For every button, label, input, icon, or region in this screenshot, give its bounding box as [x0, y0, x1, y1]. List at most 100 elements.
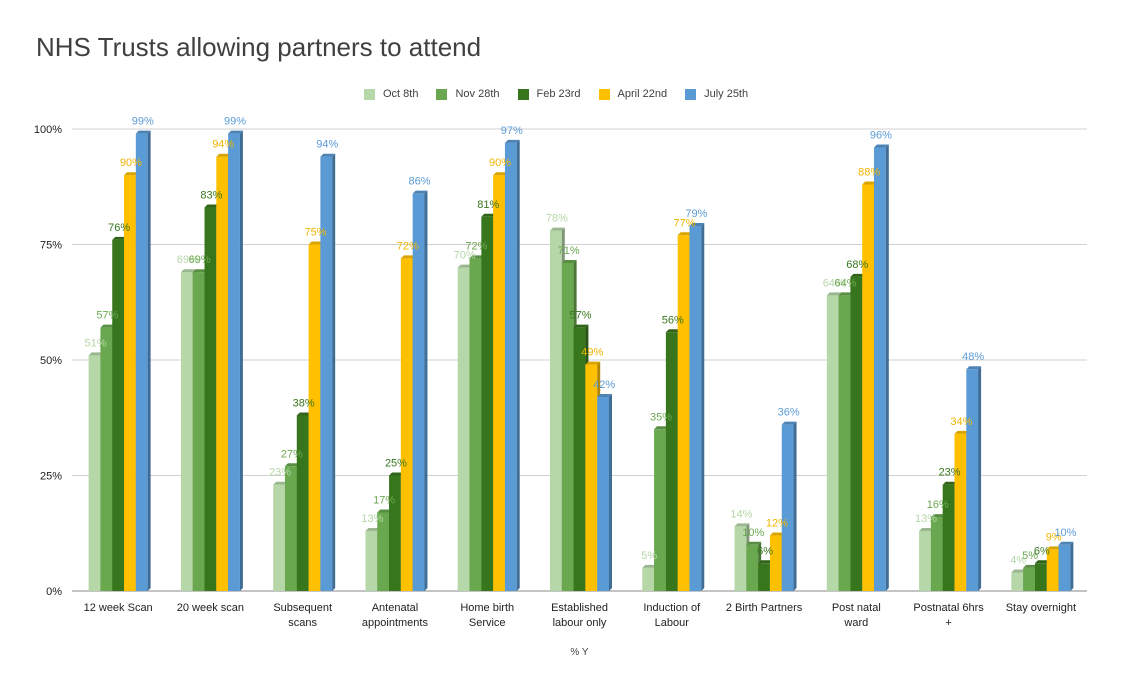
x-axis-label: % Y — [570, 647, 588, 658]
legend-item-oct: Oct 8th — [364, 88, 418, 100]
bar-top — [284, 463, 300, 467]
bar-top — [1034, 560, 1050, 564]
bar-top — [493, 172, 508, 176]
x-tick-label: Postnatal 6hrs — [913, 602, 984, 614]
bar — [665, 332, 678, 591]
bar-top — [665, 329, 681, 333]
bar — [1058, 544, 1071, 591]
x-tick-label: Home birth — [460, 602, 514, 614]
legend-swatch — [517, 88, 529, 100]
bar-top — [585, 361, 601, 365]
bar — [874, 147, 886, 592]
bar-top — [561, 259, 577, 263]
data-label: 12% — [766, 518, 788, 530]
bar — [826, 295, 839, 591]
data-label: 90% — [489, 157, 511, 169]
data-label: 64% — [823, 277, 845, 289]
bar-side — [239, 130, 243, 591]
legend-swatch — [598, 88, 610, 100]
data-label: 6% — [757, 545, 773, 557]
bar-top — [930, 514, 946, 518]
y-tick-label: 25% — [40, 471, 62, 483]
bar — [746, 544, 759, 591]
bar-side — [793, 421, 797, 591]
data-label: 88% — [858, 166, 880, 178]
bar — [308, 244, 321, 591]
data-label: 81% — [477, 199, 499, 211]
legend-item-nov: Nov 28th — [436, 88, 500, 100]
legend-swatch — [436, 88, 448, 100]
bar — [734, 526, 747, 591]
data-label: 23% — [939, 467, 961, 479]
data-label: 57% — [569, 310, 591, 322]
data-label: 14% — [730, 508, 752, 520]
data-label: 42% — [593, 379, 615, 391]
bar-side — [701, 223, 705, 591]
bar — [273, 484, 285, 591]
bar — [412, 193, 425, 591]
bar-top — [781, 421, 797, 425]
bar-top — [746, 541, 762, 545]
y-tick-label: 0% — [46, 586, 62, 598]
bar — [585, 364, 598, 591]
data-label: 94% — [212, 139, 234, 151]
bar-top — [389, 472, 404, 476]
data-label: 35% — [650, 411, 672, 423]
legend-swatch — [364, 88, 375, 100]
x-tick-label: appointments — [362, 617, 429, 629]
bar — [400, 258, 413, 591]
bar — [954, 433, 967, 591]
bar-top — [758, 560, 773, 564]
y-tick-label: 100% — [34, 124, 62, 136]
bar — [457, 267, 470, 591]
bar — [124, 175, 136, 591]
bar — [204, 207, 217, 592]
bar-top — [862, 181, 878, 185]
legend-label: Oct 8th — [383, 88, 419, 100]
data-label: 5% — [641, 550, 657, 562]
data-label: 17% — [373, 494, 395, 506]
data-label: 69% — [189, 254, 211, 266]
legend-item-apr: April 22nd — [598, 88, 668, 100]
bar-top — [481, 213, 497, 217]
bar — [481, 216, 494, 591]
bar-top — [320, 153, 336, 157]
x-tick-label: Service — [469, 617, 506, 629]
bar-side — [147, 130, 151, 591]
bar-top — [365, 527, 381, 531]
data-label: 69% — [177, 254, 199, 266]
bar — [135, 133, 148, 591]
data-label: 49% — [581, 347, 603, 359]
bar — [377, 512, 390, 591]
bar — [573, 327, 586, 591]
bar — [504, 142, 517, 592]
bar — [493, 175, 505, 591]
bar-top — [412, 190, 428, 194]
data-label: 10% — [1054, 527, 1076, 539]
bar — [642, 567, 655, 591]
x-tick-label: + — [945, 617, 951, 629]
bar-side — [424, 190, 428, 591]
x-tick-label: Established — [551, 602, 608, 614]
data-label: 10% — [742, 527, 764, 539]
data-label: 27% — [281, 448, 303, 460]
data-label: 86% — [409, 176, 431, 188]
bar-top — [228, 130, 243, 134]
bar — [561, 262, 574, 591]
legend-label: April 22nd — [617, 88, 668, 100]
data-label: 13% — [361, 513, 383, 525]
bar — [88, 355, 101, 591]
data-label: 72% — [465, 240, 487, 252]
bar — [677, 235, 690, 591]
data-label: 36% — [778, 407, 800, 419]
data-label: 23% — [269, 467, 291, 479]
x-tick-label: Post natal — [832, 602, 881, 614]
bar-top — [457, 264, 473, 268]
bar — [228, 133, 240, 591]
data-label: 48% — [962, 351, 984, 363]
x-tick-label: Antenatal — [372, 602, 418, 614]
data-label: 96% — [870, 129, 892, 141]
y-tick-label: 75% — [40, 240, 62, 252]
bar-top — [180, 269, 196, 273]
